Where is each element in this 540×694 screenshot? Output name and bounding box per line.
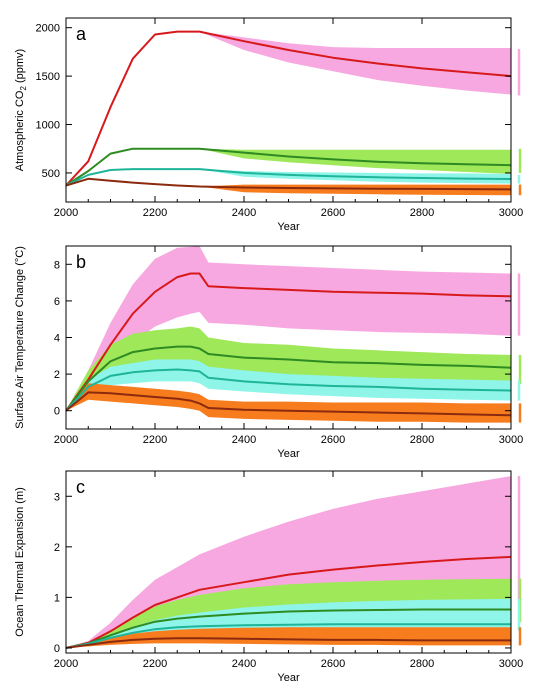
series-line-2	[66, 608, 511, 649]
series-line-3	[66, 168, 511, 187]
y-tick-label: 500	[42, 168, 60, 180]
y-tick-label: 0	[54, 406, 60, 418]
y-tick-label: 1500	[36, 71, 60, 83]
y-tick-label: 2	[54, 542, 60, 554]
x-axis-label: Year	[277, 448, 300, 460]
x-tick-label: 3000	[499, 658, 523, 670]
x-axis-label: Year	[277, 672, 300, 684]
panel-c: 2000 2200 2400 2600 2800 3000 0 1 2 3 Year Ocean Th…	[14, 470, 523, 684]
uncertainty-band-4	[66, 627, 511, 648]
series-line-2	[66, 147, 511, 187]
plot-area	[66, 476, 511, 649]
y-axis-label: Surface Air Temperature Change (°C)	[14, 246, 26, 429]
panel-b: 2000 2200 2400 2600 2800 3000 0 2 4 6 8 Year Surface…	[14, 245, 523, 460]
x-axis-label: Year	[277, 221, 300, 233]
y-axis-label: Ocean Thermal Expansion (m)	[14, 487, 26, 637]
y-axis-label-units: (ppmv)	[14, 49, 26, 86]
x-tick-label: 3000	[499, 207, 523, 219]
y-tick-label: 1	[54, 592, 60, 604]
y-axis-label-main: Atmospheric CO	[14, 90, 26, 171]
y-tick-label: 3	[54, 491, 60, 503]
y-tick-label: 6	[54, 296, 60, 308]
y-axis-label-subscript: 2	[19, 86, 28, 91]
x-tick-label: 2000	[54, 434, 78, 446]
series-line-3	[66, 623, 511, 649]
y-tick-label: 8	[54, 259, 60, 271]
uncertainty-band-1	[66, 31, 511, 186]
y-tick-label: 4	[54, 333, 60, 345]
series-line-2	[66, 345, 511, 412]
series-line-1	[66, 272, 511, 412]
y-tick-label: 0	[54, 643, 60, 655]
panel-a: 2000 2200 2400 2600 2800 3000 500 1000 1500 2000 Y…	[14, 17, 523, 233]
x-tick-label: 3000	[499, 434, 523, 446]
x-tick-label: 2600	[321, 207, 345, 219]
uncertainty-band-1	[66, 246, 511, 411]
series-line-4	[66, 637, 511, 649]
plot-area	[66, 30, 511, 196]
x-tick-label: 2200	[143, 207, 167, 219]
y-tick-label: 2	[54, 369, 60, 381]
x-tick-label: 2600	[321, 434, 345, 446]
series-line-3	[66, 368, 511, 412]
series-line-1	[66, 30, 511, 187]
series-line-4	[66, 391, 511, 417]
series-line-1	[66, 555, 511, 649]
x-tick-label: 2200	[143, 434, 167, 446]
series-line-4	[66, 177, 511, 191]
x-tick-label: 2000	[54, 658, 78, 670]
uncertainty-band-3	[66, 169, 511, 186]
x-tick-label: 2800	[410, 658, 434, 670]
x-tick-label: 2000	[54, 207, 78, 219]
y-tick-label: 1000	[36, 120, 60, 132]
plot-area	[66, 246, 511, 423]
panel-letter: c	[76, 477, 85, 497]
x-tick-label: 2800	[410, 207, 434, 219]
x-tick-label: 2400	[232, 658, 256, 670]
uncertainty-band-3	[66, 598, 511, 648]
y-axis-label: Atmospheric CO2 (ppmv)	[14, 49, 28, 171]
x-tick-label: 2400	[232, 207, 256, 219]
x-tick-label: 2800	[410, 434, 434, 446]
x-tick-label: 2600	[321, 658, 345, 670]
x-tick-label: 2200	[143, 658, 167, 670]
x-tick-label: 2400	[232, 434, 256, 446]
panel-letter: a	[76, 24, 87, 44]
panel-letter: b	[76, 252, 86, 272]
uncertainty-band-2	[66, 148, 511, 186]
y-tick-label: 2000	[36, 23, 60, 35]
